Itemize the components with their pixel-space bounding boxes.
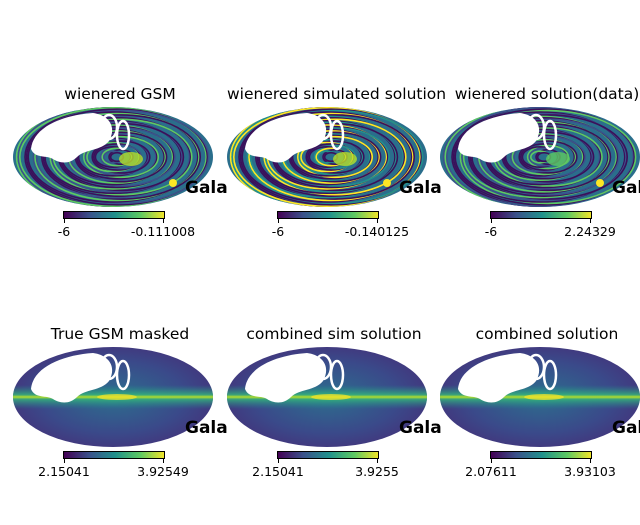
colorbar-tick-label-max: 3.93103 xyxy=(564,464,616,479)
colorbar-tick-label-max: -0.111008 xyxy=(130,224,196,239)
colorbar xyxy=(63,451,165,459)
colorbar-tick-label-min: 2.07611 xyxy=(465,464,517,479)
panel-title: True GSM masked xyxy=(50,325,190,343)
map-panel-3: wienered solution(data) Gala -6 2.24329 xyxy=(440,85,640,285)
colorbar-tick-label-max: 2.24329 xyxy=(564,224,616,239)
colorbar xyxy=(277,451,379,459)
colorbar-tick-label-max: 3.92549 xyxy=(137,464,189,479)
colorbar-tick xyxy=(278,459,279,463)
coord-system-label: Gala xyxy=(399,418,441,438)
colorbar-tick xyxy=(163,219,164,223)
colorbar xyxy=(490,451,592,459)
colorbar-tick-label-min: 2.15041 xyxy=(38,464,90,479)
colorbar-tick xyxy=(590,459,591,463)
colorbar-tick-label-min: -6 xyxy=(57,224,71,239)
coord-system-label: Gala xyxy=(612,418,640,438)
colorbar-tick xyxy=(64,219,65,223)
mollweide-map xyxy=(440,347,640,447)
colorbar-tick xyxy=(590,219,591,223)
coord-system-label: Gala xyxy=(185,418,227,438)
colorbar-tick xyxy=(163,459,164,463)
coord-system-label: Gala xyxy=(612,178,640,198)
panel-title: wienered simulated solution xyxy=(227,85,447,103)
colorbar xyxy=(277,211,379,219)
colorbar-tick xyxy=(377,459,378,463)
mollweide-map xyxy=(227,347,427,447)
map-panel-2: wienered simulated solution Gala -6 -0.1401… xyxy=(227,85,447,285)
colorbar-tick-label-min: 2.15041 xyxy=(252,464,304,479)
coord-system-label: Gala xyxy=(185,178,227,198)
colorbar-tick-label-min: -6 xyxy=(271,224,285,239)
mollweide-map xyxy=(13,347,213,447)
colorbar xyxy=(63,211,165,219)
colorbar-tick-label-min: -6 xyxy=(484,224,498,239)
mollweide-map xyxy=(227,107,427,207)
mollweide-map xyxy=(13,107,213,207)
panel-title: wienered solution(data) xyxy=(454,85,640,103)
colorbar-tick xyxy=(491,459,492,463)
colorbar-tick-label-max: -0.140125 xyxy=(344,224,410,239)
colorbar-tick xyxy=(377,219,378,223)
panel-title: combined solution xyxy=(475,325,619,343)
mollweide-map xyxy=(440,107,640,207)
colorbar-tick-label-max: 3.9255 xyxy=(355,464,399,479)
map-panel-1: wienered GSM Gala -6 -0.111008 xyxy=(13,85,227,285)
colorbar-tick xyxy=(491,219,492,223)
colorbar xyxy=(490,211,592,219)
panel-title: combined sim solution xyxy=(246,325,422,343)
map-panel-4: True GSM masked Gala 2.15041 3.92549 xyxy=(13,325,227,525)
colorbar-tick xyxy=(64,459,65,463)
coord-system-label: Gala xyxy=(399,178,441,198)
panel-title: wienered GSM xyxy=(64,85,176,103)
map-panel-5: combined sim solution Gala 2.15041 3.9255 xyxy=(227,325,441,525)
map-panel-6: combined solution Gala 2.07611 3.93103 xyxy=(440,325,640,525)
colorbar-tick xyxy=(278,219,279,223)
